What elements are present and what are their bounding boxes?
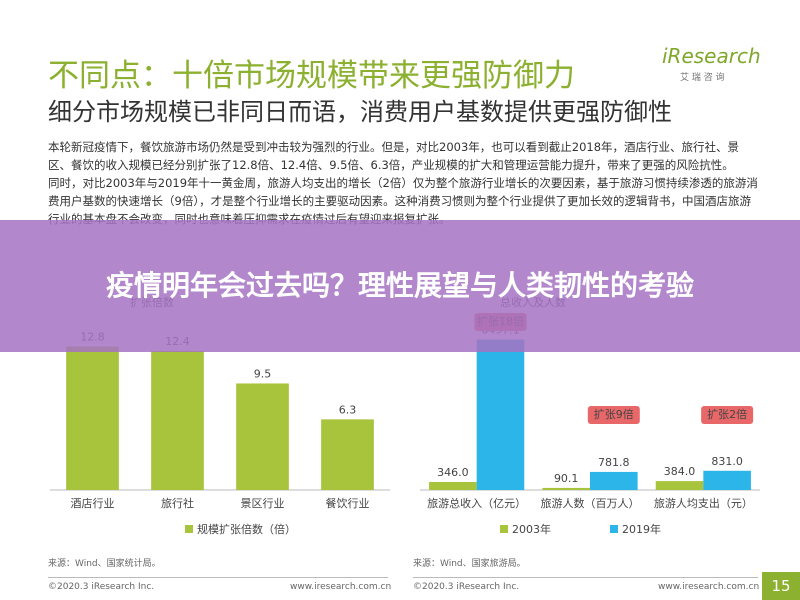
website: www.iresearch.com.cn [290,582,392,592]
bar [655,481,704,490]
logo-sub: 艾 瑞 咨 询 [680,73,725,83]
copyright: ©2020.3 iResearch Inc. [413,582,520,592]
slide-subtitle: 细分市场规模已非同日而语，消费用户基数提供更强防御性 [48,98,672,126]
legend-label: 2019年 [622,522,661,536]
divider [413,577,758,578]
copyright: ©2020.3 iResearch Inc. [48,582,155,592]
annotation: 扩张2倍 [707,407,747,421]
bar [66,346,119,490]
legend-label: 2003年 [512,522,551,536]
bar [590,471,638,490]
legend-swatch [500,525,508,533]
x-tick-label: 餐饮行业 [326,496,370,510]
value-label: 9.5 [254,367,272,380]
value-label: 831.0 [711,455,743,468]
x-tick-label: 酒店行业 [71,496,115,510]
x-tick-label: 景区行业 [241,497,285,510]
bar [476,339,525,490]
slide-title: 不同点：十倍市场规模带来更强防御力 [48,58,575,94]
x-tick-label: 旅行社 [161,496,194,510]
annotation-box [701,406,754,424]
annotation-box [587,406,640,424]
bar [151,350,204,490]
source: 来源：Wind、国家统计局。 [48,559,161,569]
legend-label: 规模扩张倍数（倍） [197,522,296,536]
x-tick-label: 旅游人均支出（元） [654,496,753,510]
bar [542,487,590,490]
value-label: 781.8 [598,456,630,469]
page-number: 15 [762,572,800,600]
logo: iResearch [662,44,761,68]
divider [48,577,388,578]
source: 来源：Wind、国家旅游局。 [413,559,526,569]
legend-swatch [610,525,618,533]
x-tick-label: 旅游总收入（亿元） [427,496,526,510]
value-label: 384.0 [664,465,696,478]
bar [703,470,751,490]
bar [429,481,477,490]
value-label: 346.0 [437,466,469,479]
banner: 疫情明年会过去吗？理性展望与人类韧性的考验 [0,220,800,352]
value-label: 6.3 [339,403,357,416]
bar [321,419,374,490]
value-label: 90.1 [554,472,579,485]
banner-text: 疫情明年会过去吗？理性展望与人类韧性的考验 [105,269,694,302]
annotation: 扩张9倍 [594,407,634,421]
bar [236,383,289,490]
legend-swatch [185,525,193,533]
paragraph: 本轮新冠疫情下，餐饮旅游市场仍然是受到冲击较为强烈的行业。但是，对比2003年，… [48,140,740,172]
website: www.iresearch.com.cn [658,582,760,592]
x-tick-label: 旅游人数（百万人） [541,496,640,510]
